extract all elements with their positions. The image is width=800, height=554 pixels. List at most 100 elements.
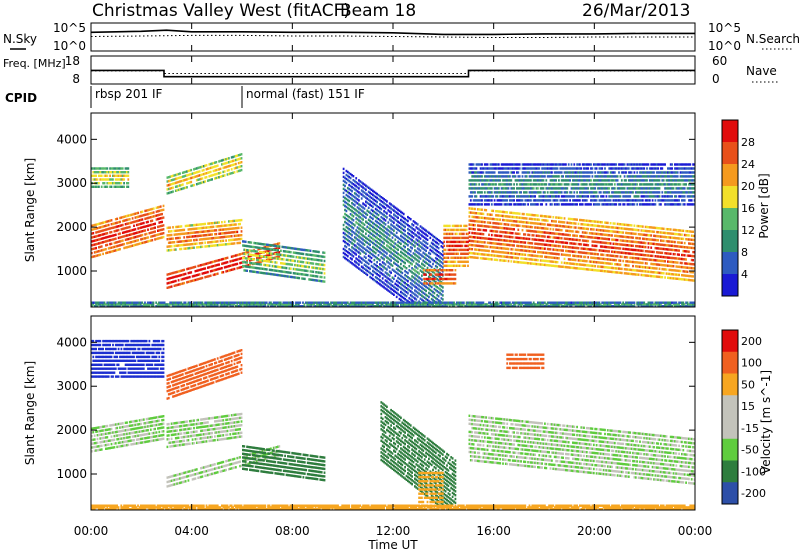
heatmap-cell — [395, 267, 398, 270]
heatmap-cell — [433, 235, 436, 239]
heatmap-cell — [425, 253, 427, 256]
heatmap-cell — [415, 238, 418, 241]
heatmap-cell — [374, 199, 377, 203]
heatmap-cell — [387, 261, 390, 264]
heatmap-cell — [194, 235, 197, 238]
heatmap-cell — [119, 232, 121, 235]
heatmap-cell — [109, 246, 111, 250]
heatmap-cell — [461, 228, 464, 232]
heatmap-cell — [194, 242, 197, 245]
heatmap-cell — [619, 235, 622, 238]
heatmap-cell — [93, 255, 96, 258]
heatmap-cell — [422, 259, 425, 262]
heatmap-cell — [528, 254, 531, 257]
heatmap-cell — [362, 182, 364, 185]
heatmap-cell — [296, 264, 299, 267]
heatmap-cell — [237, 158, 240, 161]
heatmap-cell — [352, 179, 355, 182]
heatmap-cell — [405, 283, 408, 286]
heatmap-cell — [530, 217, 532, 221]
heatmap-cell — [363, 215, 366, 218]
heatmap-cell — [377, 230, 380, 233]
heatmap-cell — [507, 231, 510, 234]
heatmap-cell — [640, 269, 643, 273]
heatmap-cell — [388, 242, 391, 245]
heatmap-cell — [230, 223, 233, 227]
heatmap-cell — [242, 256, 244, 260]
heatmap-cell — [261, 251, 264, 254]
heatmap-cell — [233, 227, 236, 230]
heatmap-cell — [260, 259, 263, 262]
heatmap-cell — [510, 248, 513, 251]
heatmap-cell — [267, 252, 270, 255]
heatmap-cell — [646, 238, 648, 241]
heatmap-cell — [555, 236, 557, 239]
heatmap-cell — [103, 174, 106, 177]
heatmap-cell — [380, 216, 383, 219]
heatmap-cell — [388, 254, 391, 257]
heatmap-cell — [177, 283, 180, 286]
heatmap-cell — [436, 262, 439, 265]
heatmap-cell — [419, 265, 422, 268]
heatmap-cell — [346, 170, 349, 174]
heatmap-cell — [615, 263, 618, 266]
heatmap-cell — [342, 215, 345, 219]
heatmap-cell — [483, 249, 486, 252]
heatmap-cell — [151, 235, 154, 238]
heatmap-cell — [622, 251, 625, 255]
heatmap-cell — [374, 235, 377, 239]
heatmap-cell — [606, 250, 609, 253]
heatmap-cell — [148, 216, 151, 219]
heatmap-cell — [471, 244, 474, 247]
heatmap-cell — [358, 215, 360, 218]
heatmap-cell — [518, 249, 521, 252]
heatmap-cell — [640, 257, 643, 260]
heatmap-cell — [646, 266, 648, 269]
heatmap-cell — [271, 244, 274, 247]
heatmap-cell — [555, 252, 557, 256]
heatmap-cell — [592, 236, 595, 239]
heatmap-cell — [197, 246, 200, 249]
heatmap-cell — [393, 213, 395, 216]
heatmap-cell — [235, 238, 237, 241]
heatmap-cell — [275, 261, 278, 264]
heatmap-cell — [218, 267, 220, 271]
heatmap-cell — [594, 236, 597, 239]
heatmap-cell — [444, 228, 447, 232]
heatmap-cell — [311, 262, 313, 265]
heatmap-cell — [444, 236, 447, 240]
heatmap-cell — [365, 196, 367, 199]
heatmap-cell — [590, 220, 592, 223]
heatmap-cell — [287, 246, 289, 249]
heatmap-cell — [93, 174, 96, 177]
heatmap-cell — [263, 272, 265, 275]
heatmap-cell — [577, 247, 580, 250]
heatmap-cell — [201, 165, 204, 168]
heatmap-cell — [353, 248, 356, 251]
heatmap-cell — [230, 220, 233, 223]
heatmap-cell — [588, 248, 591, 251]
heatmap-cell — [363, 207, 366, 210]
heatmap-cell — [170, 248, 173, 252]
heatmap-cell — [546, 223, 549, 226]
heatmap-cell — [419, 229, 422, 232]
heatmap-cell — [159, 228, 162, 232]
heatmap-cell — [100, 171, 103, 174]
heatmap-cell — [538, 226, 541, 230]
heatmap-cell — [232, 255, 234, 258]
heatmap-cell — [640, 245, 643, 248]
heatmap-cell — [117, 185, 120, 188]
heatmap-cell — [260, 255, 263, 258]
heatmap-cell — [409, 242, 412, 245]
heatmap-cell — [181, 269, 184, 272]
heatmap-cell — [395, 223, 398, 226]
heatmap-cell — [268, 256, 271, 259]
heatmap-cell — [612, 226, 615, 229]
heatmap-cell — [639, 269, 641, 272]
heatmap-cell — [516, 220, 518, 223]
heatmap-cell — [415, 242, 418, 245]
heatmap-cell — [128, 241, 131, 244]
heatmap-cell — [193, 266, 195, 269]
heatmap-cell — [211, 229, 213, 232]
heatmap-cell — [179, 229, 181, 232]
